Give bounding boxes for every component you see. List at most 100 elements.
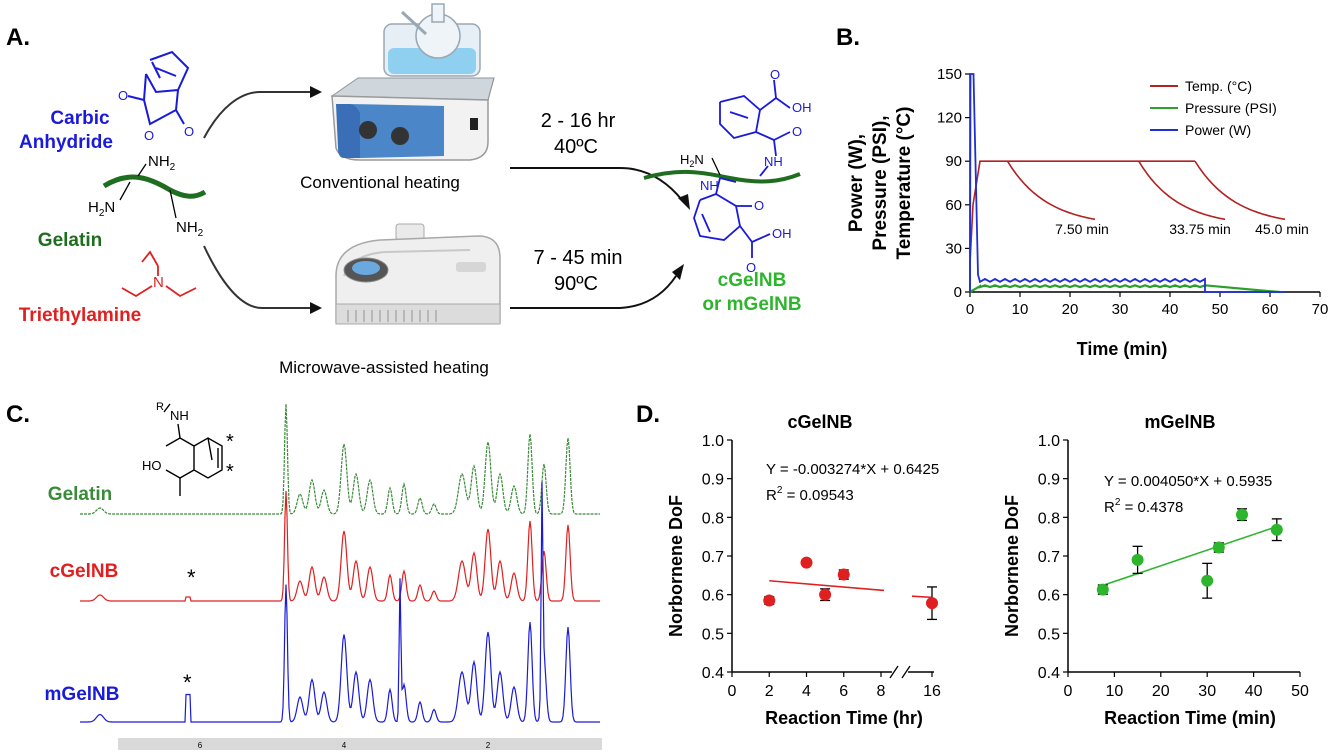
- panel-b-x-axis-title: Time (min): [1077, 339, 1168, 359]
- panel-b-x-tick-label: 70: [1312, 301, 1329, 318]
- carbic-anhydride-structure: O O O: [118, 50, 194, 143]
- product-o-2: O: [792, 124, 802, 139]
- structure-r: R: [156, 401, 164, 413]
- r-squared-value: = 0.09543: [782, 487, 853, 504]
- plot-x-tick-label: 0: [728, 683, 737, 700]
- plot-title: cGelNB: [787, 412, 852, 432]
- plot-y-tick-label: 0.8: [1038, 510, 1060, 527]
- plot-x-tick-label: 2: [765, 683, 774, 700]
- nmr-sample-labels: Gelatin cGelNB mGelNB: [45, 484, 120, 705]
- panel-b-legend: Temp. (°C) Pressure (PSI) Power (W): [1150, 78, 1277, 138]
- data-point: [837, 568, 850, 581]
- nmr-label-mgelnb: mGelNB: [45, 684, 120, 705]
- panel-b: B. Power (W), Pressure (PSI), Temperature …: [836, 24, 1328, 359]
- panel-label-d: D.: [636, 401, 660, 428]
- plot-y-tick-label: 0.9: [702, 472, 724, 489]
- plot-y-tick-label: 0.5: [1038, 626, 1060, 643]
- panel-b-y-tick-label: 120: [937, 110, 962, 127]
- panel-c: C. R NH HO * * Gelatin cGelNB mGelNB * *: [6, 401, 602, 750]
- r-squared-sup: 2: [1115, 497, 1121, 508]
- nmr-spectra: [80, 403, 600, 723]
- product-o-1: O: [770, 67, 780, 82]
- tea-n: N: [153, 274, 164, 291]
- mgelnb-star: *: [183, 670, 192, 695]
- data-point: [819, 588, 832, 601]
- plot-y-tick-label: 1.0: [702, 433, 724, 450]
- gelatin-structure: NH2 H2N NH2: [88, 153, 207, 239]
- plot-title: mGelNB: [1144, 412, 1215, 432]
- arrow-head-mw-product: [672, 264, 684, 280]
- ppm-tick-6: 6: [198, 741, 203, 750]
- legend-entry: Pressure (PSI): [1185, 100, 1277, 116]
- regression-line: [1102, 525, 1278, 587]
- cgelnb-star: *: [187, 565, 196, 590]
- ppm-tick-4: 4: [342, 741, 347, 750]
- condition-microwave-temp: 90ºC: [554, 273, 598, 295]
- plot-x-tick-label: 50: [1291, 683, 1309, 700]
- structure-nh: NH: [170, 408, 189, 423]
- axis-break-mark: [901, 665, 911, 679]
- panel-label-a: A.: [6, 24, 30, 51]
- structure-star-1: *: [226, 431, 234, 453]
- data-point: [1201, 574, 1214, 587]
- plot-x-tick-label: 0: [1064, 683, 1073, 700]
- plot-y-tick-label: 0.6: [702, 588, 724, 605]
- arrow-microwave-to-product: [510, 275, 677, 309]
- panel-b-y-tick-label: 0: [954, 284, 962, 301]
- reagent-carbic-line1: Carbic: [50, 108, 110, 129]
- product-nh-2: NH: [700, 178, 719, 193]
- temperature-cooldown-curve: [1194, 160, 1286, 221]
- plot-y-tick-label: 0.7: [702, 549, 724, 566]
- condition-microwave-time: 7 - 45 min: [534, 247, 623, 269]
- arrow-conventional-to-product: [510, 167, 683, 201]
- data-point: [800, 556, 813, 569]
- regression-equation: Y = 0.004050*X + 0.5935: [1104, 473, 1272, 490]
- structure-ho: HO: [142, 458, 162, 473]
- structure-star-2: *: [226, 461, 234, 483]
- panel-label-c: C.: [6, 401, 30, 428]
- microwave-heating-label: Microwave-assisted heating: [279, 358, 489, 377]
- power-line: [969, 73, 1285, 293]
- panel-b-annotations: 7.50 min 33.75 min 45.0 min: [1055, 221, 1309, 237]
- panel-b-x-tick-label: 10: [1012, 301, 1029, 318]
- arrow-to-conventional: [203, 91, 312, 139]
- gelatin-nh2-top: NH2: [148, 153, 176, 173]
- reagent-carbic-line2: Anhydride: [19, 132, 113, 153]
- cooldown-annotation: 45.0 min: [1255, 221, 1309, 237]
- carbic-o-3: O: [184, 124, 194, 139]
- panel-label-b: B.: [836, 24, 860, 51]
- panel-b-y-title-line: Pressure (PSI),: [870, 115, 891, 250]
- cooldown-annotation: 33.75 min: [1169, 221, 1230, 237]
- reagent-triethylamine: Triethylamine: [19, 305, 142, 326]
- product-o-4: O: [746, 260, 756, 275]
- plot-y-tick-label: 1.0: [1038, 433, 1060, 450]
- nmr-label-gelatin: Gelatin: [48, 484, 112, 505]
- r-squared-r: R: [766, 487, 777, 504]
- regression-line: [769, 579, 885, 592]
- product-label-1: cGelNB: [718, 270, 787, 291]
- panel-b-x-tick-label: 60: [1262, 301, 1279, 318]
- plot-y-tick-label: 0.4: [1038, 665, 1060, 682]
- panel-d-cgelnb-plot: cGelNB 0.4 0.5 0.6 0.7 0.8 0.9 1.0 0 2 4 6 8 16 Norbor…: [666, 412, 941, 728]
- panel-b-y-tick-label: 90: [945, 153, 962, 170]
- plot-y-tick-label: 0.4: [702, 665, 724, 682]
- panel-b-x-tick-label: 40: [1162, 301, 1179, 318]
- data-point: [926, 597, 938, 610]
- panel-b-y-tick-label: 30: [945, 240, 962, 257]
- arrow-head-conventional: [310, 86, 322, 98]
- plot-x-tick-label: 30: [1198, 683, 1216, 700]
- plot-y-tick-label: 0.6: [1038, 588, 1060, 605]
- panel-b-x-tick-label: 50: [1212, 301, 1229, 318]
- product-nh-1: NH: [764, 154, 783, 169]
- plot-y-axis-title: Norbornene DoF: [666, 495, 686, 637]
- data-point: [1270, 523, 1283, 536]
- plot-x-axis-title: Reaction Time (hr): [765, 708, 923, 728]
- plot-y-axis-title: Norbornene DoF: [1002, 495, 1022, 637]
- nmr-spectrum-gelatin: [80, 403, 600, 515]
- pressure-line: [969, 284, 1281, 294]
- regression-equation: Y = -0.003274*X + 0.6425: [766, 461, 939, 478]
- axis-break-mark: [889, 665, 899, 679]
- reagent-gelatin: Gelatin: [38, 230, 102, 251]
- plot-x-tick-label: 16: [923, 683, 941, 700]
- product-structure: H2N OH O: [643, 67, 812, 275]
